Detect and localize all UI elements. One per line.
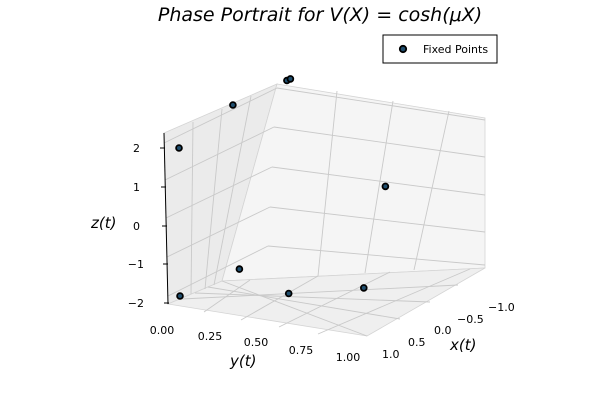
legend: Fixed Points	[382, 34, 498, 64]
x-tick-label: 0.0	[434, 324, 452, 337]
fixed-point-marker	[359, 284, 368, 292]
x-axis-label: x(t)	[449, 336, 476, 354]
y-tick-label: 0.50	[244, 336, 269, 349]
y-tick-label: 0.00	[150, 324, 175, 337]
legend-marker	[398, 44, 408, 54]
x-tick-label: −0.5	[457, 313, 484, 326]
floor-pane	[166, 267, 486, 337]
z-axis-ticks: 2 1 0 −1 −2	[128, 142, 169, 310]
x-tick-label: 1.0	[382, 348, 400, 361]
z-tick-label: −2	[128, 297, 144, 310]
fixed-point-marker	[284, 289, 293, 298]
y-axis-ticks: 0.00 0.25 0.50 0.75 1.00	[150, 324, 361, 364]
fixed-point-marker	[175, 144, 183, 152]
fixed-point-marker	[229, 101, 237, 109]
fixed-point-marker	[235, 265, 244, 273]
fixed-point-marker	[286, 75, 295, 83]
fixed-point-marker	[176, 292, 184, 300]
z-tick-label: 0	[133, 220, 140, 233]
y-axis-label: y(t)	[229, 352, 256, 370]
z-tick-label: 1	[133, 181, 140, 194]
fixed-points-series	[175, 75, 390, 300]
x-axis-ticks: −1.0 −0.5 0.0 0.5 1.0	[382, 301, 515, 361]
y-tick-label: 0.25	[198, 330, 223, 343]
grid-lines	[163, 87, 486, 337]
x-tick-label: 0.5	[408, 336, 426, 349]
x-tick-label: −1.0	[488, 301, 515, 314]
y-tick-label: 0.75	[289, 344, 314, 357]
y-tick-label: 1.00	[336, 351, 361, 364]
chart-title: Phase Portrait for V(X) = cosh(μX)	[158, 4, 482, 26]
z-axis-line	[163, 132, 169, 305]
z-axis-label: z(t)	[90, 214, 116, 232]
fixed-point-marker	[381, 182, 390, 191]
z-tick-label: −1	[128, 258, 144, 271]
legend-entry-fixed-points: Fixed Points	[423, 43, 488, 56]
z-tick-label: 2	[133, 142, 140, 155]
